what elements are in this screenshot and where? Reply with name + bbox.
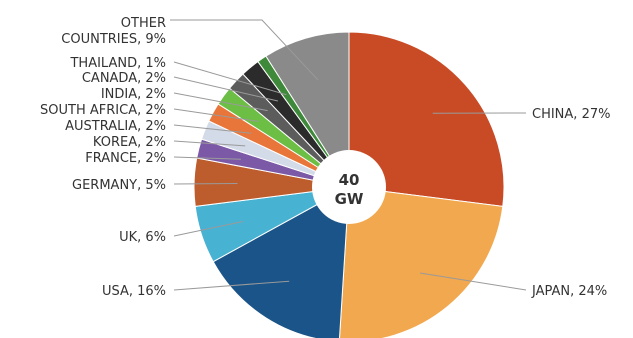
slice-label-germany: GERMANY, 5% <box>72 178 166 193</box>
leader-line-germany <box>173 183 238 185</box>
center-label-value: 40 <box>339 171 360 189</box>
slice-label-japan: JAPAN, 24% <box>531 284 607 299</box>
leader-line-japan <box>420 272 527 291</box>
pie-slices <box>193 31 505 338</box>
slice-label-france: FRANCE, 2% <box>85 151 166 166</box>
slice-label-australia: AUSTRALIA, 2% <box>65 119 166 134</box>
center-hole <box>312 150 386 224</box>
pie-slice-usa <box>212 186 350 338</box>
leader-line-australia <box>173 124 252 134</box>
slice-label-china: CHINA, 27% <box>532 107 610 122</box>
leader-line-other-countries <box>170 19 319 81</box>
leader-line-thailand <box>173 61 287 96</box>
center-label-unit: GW <box>335 190 364 208</box>
pie-slice-other-countries <box>265 31 350 189</box>
slice-label-korea: KOREA, 2% <box>93 135 166 150</box>
leader-lines <box>170 19 527 291</box>
slice-label-thailand: THAILAND, 1% <box>69 56 166 71</box>
slice-labels: CHINA, 27% JAPAN, 24% USA, 16% UK, 6% GERMAN… <box>40 16 610 299</box>
leader-line-uk <box>173 221 244 237</box>
leader-line-india <box>173 92 268 112</box>
slice-label-canada: CANADA, 2% <box>82 71 166 86</box>
leader-line-france <box>173 156 241 160</box>
pie-slice-china <box>348 31 505 207</box>
slice-label-india: INDIA, 2% <box>101 87 166 102</box>
slice-label-other-countries: OTHER COUNTRIES, 9% <box>61 16 166 47</box>
leader-line-usa <box>173 280 290 291</box>
slice-label-uk: UK, 6% <box>119 230 166 245</box>
slice-label-usa: USA, 16% <box>102 284 166 299</box>
leader-line-korea <box>173 140 246 147</box>
leader-line-canada <box>173 76 279 102</box>
leader-line-south-africa <box>173 108 259 122</box>
slice-label-south-africa: SOUTH AFRICA, 2% <box>40 103 166 118</box>
pie-slice-japan <box>339 186 504 338</box>
